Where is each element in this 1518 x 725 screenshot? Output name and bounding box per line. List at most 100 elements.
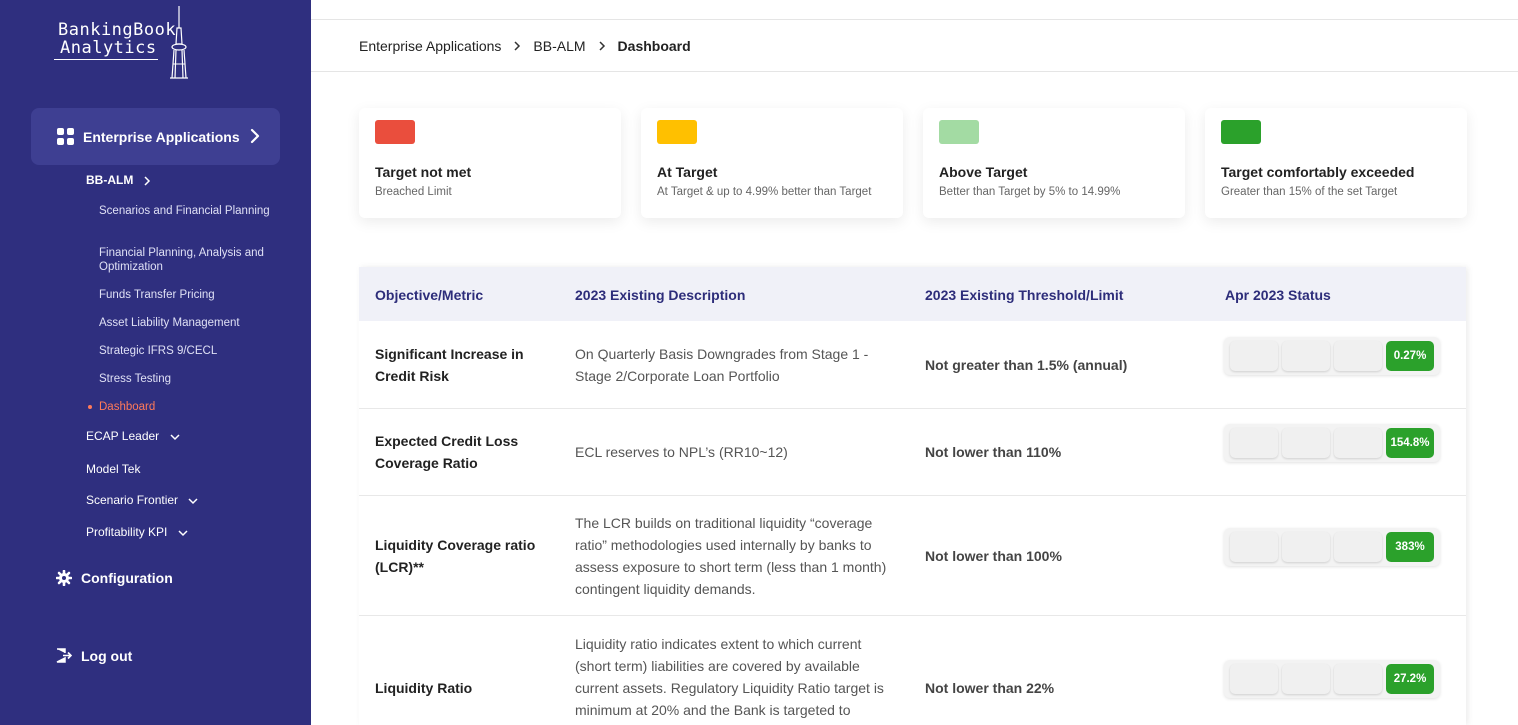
nav-modeltek[interactable]: Model Tek bbox=[86, 462, 141, 476]
cell-threshold: Not greater than 1.5% (annual) bbox=[925, 357, 1128, 373]
status-segment bbox=[1334, 532, 1382, 562]
breadcrumb-enterprise[interactable]: Enterprise Applications bbox=[359, 38, 502, 54]
status-value: 27.2% bbox=[1386, 664, 1434, 694]
active-dot-icon bbox=[88, 405, 92, 409]
sub-ifrs9[interactable]: Strategic IFRS 9/CECL bbox=[99, 345, 218, 357]
status-segment bbox=[1334, 664, 1382, 694]
status-segment bbox=[1282, 341, 1330, 371]
legend-card-exceeded: Target comfortably exceeded Greater than… bbox=[1205, 108, 1467, 218]
nav-logout-label: Log out bbox=[81, 647, 133, 664]
chevron-right-icon bbox=[250, 128, 260, 144]
cell-metric: Significant Increase in Credit Risk bbox=[375, 346, 524, 384]
chevron-down-icon bbox=[178, 530, 188, 536]
nav-kpi-label: Profitability KPI bbox=[86, 525, 168, 539]
sidebar: BankingBook Analytics Enterprise Applica… bbox=[0, 0, 311, 725]
table-row: Liquidity Coverage ratio (LCR)** The LCR… bbox=[359, 496, 1466, 616]
cell-threshold: Not lower than 22% bbox=[925, 680, 1055, 696]
legend-title: Target comfortably exceeded bbox=[1221, 164, 1415, 180]
breadcrumb: Enterprise Applications BB-ALM Dashboard bbox=[359, 38, 691, 54]
logo-underline bbox=[54, 59, 158, 60]
nav-bbalm[interactable]: BB-ALM bbox=[86, 173, 151, 187]
legend-desc: Better than Target by 5% to 14.99% bbox=[939, 186, 1121, 198]
header-status: Apr 2023 Status bbox=[1225, 287, 1331, 303]
cell-metric: Liquidity Ratio bbox=[375, 680, 473, 696]
nav-ecap[interactable]: ECAP Leader bbox=[86, 429, 181, 443]
logo-line2: Analytics bbox=[60, 38, 157, 58]
status-indicator: 383% bbox=[1224, 528, 1440, 566]
legend-swatch bbox=[657, 120, 697, 144]
status-value: 154.8% bbox=[1386, 428, 1434, 458]
logo[interactable]: BankingBook Analytics bbox=[54, 6, 194, 80]
header-threshold: 2023 Existing Threshold/Limit bbox=[925, 287, 1124, 303]
cell-description: On Quarterly Basis Downgrades from Stage… bbox=[575, 346, 869, 384]
nav-logout[interactable]: Log out bbox=[55, 647, 132, 664]
tower-icon bbox=[170, 6, 188, 79]
top-bar bbox=[311, 0, 1518, 20]
nav-configuration[interactable]: Configuration bbox=[56, 570, 173, 586]
cell-threshold: Not lower than 100% bbox=[925, 548, 1062, 564]
gear-icon bbox=[56, 570, 72, 586]
nav-bbalm-label: BB-ALM bbox=[86, 173, 134, 187]
chevron-right-icon bbox=[599, 41, 605, 51]
nav-profitability-kpi[interactable]: Profitability KPI bbox=[86, 525, 189, 539]
status-segment bbox=[1230, 532, 1278, 562]
nav-ecap-label: ECAP Leader bbox=[86, 429, 160, 443]
table-header: Objective/Metric 2023 Existing Descripti… bbox=[359, 267, 1466, 321]
sub-alm[interactable]: Asset Liability Management bbox=[99, 317, 240, 329]
status-segment bbox=[1230, 341, 1278, 371]
status-value: 383% bbox=[1386, 532, 1434, 562]
table-row: Liquidity Ratio Liquidity ratio indicate… bbox=[359, 616, 1466, 725]
cell-description: Liquidity ratio indicates extent to whic… bbox=[575, 636, 884, 718]
chevron-down-icon bbox=[188, 498, 198, 504]
cell-threshold: Not lower than 110% bbox=[925, 444, 1062, 460]
status-segment bbox=[1282, 532, 1330, 562]
legend-desc: Breached Limit bbox=[375, 186, 452, 198]
status-segment bbox=[1282, 664, 1330, 694]
status-segment bbox=[1230, 428, 1278, 458]
status-indicator: 0.27% bbox=[1224, 337, 1440, 375]
metrics-table: Objective/Metric 2023 Existing Descripti… bbox=[359, 267, 1466, 725]
legend-title: At Target bbox=[657, 164, 718, 180]
status-indicator: 154.8% bbox=[1224, 424, 1440, 462]
cell-metric: Expected Credit Loss Coverage Ratio bbox=[375, 433, 519, 471]
legend-desc: At Target & up to 4.99% better than Targ… bbox=[657, 186, 872, 198]
legend-title: Target not met bbox=[375, 164, 472, 180]
legend-title: Above Target bbox=[939, 164, 1028, 180]
header-description: 2023 Existing Description bbox=[575, 287, 746, 303]
legend-swatch bbox=[1221, 120, 1261, 144]
legend-swatch bbox=[939, 120, 979, 144]
nav-enterprise-applications[interactable]: Enterprise Applications bbox=[31, 108, 280, 165]
legend-card-above-target: Above Target Better than Target by 5% to… bbox=[923, 108, 1185, 218]
grid-icon bbox=[57, 128, 74, 145]
cell-description: ECL reserves to NPL’s (RR10~12) bbox=[575, 444, 788, 460]
divider bbox=[311, 71, 1518, 72]
legend-swatch bbox=[375, 120, 415, 144]
logout-icon bbox=[56, 648, 72, 663]
nav-scenario-frontier[interactable]: Scenario Frontier bbox=[86, 493, 199, 507]
status-segment bbox=[1334, 341, 1382, 371]
sub-stress-testing[interactable]: Stress Testing bbox=[99, 373, 172, 385]
chevron-down-icon bbox=[169, 434, 180, 440]
breadcrumb-bbalm[interactable]: BB-ALM bbox=[533, 38, 586, 54]
breadcrumb-dashboard: Dashboard bbox=[617, 38, 691, 54]
status-segment bbox=[1282, 428, 1330, 458]
sub-dashboard[interactable]: Dashboard bbox=[99, 401, 156, 413]
cell-description: The LCR builds on traditional liquidity … bbox=[575, 515, 887, 597]
nav-frontier-label: Scenario Frontier bbox=[86, 493, 179, 507]
chevron-right-icon bbox=[144, 176, 150, 186]
cell-metric: Liquidity Coverage ratio (LCR)** bbox=[375, 537, 536, 575]
legend-card-not-met: Target not met Breached Limit bbox=[359, 108, 621, 218]
sub-scenarios[interactable]: Scenarios and Financial Planning bbox=[99, 205, 270, 217]
status-indicator: 27.2% bbox=[1224, 660, 1440, 698]
status-segment bbox=[1230, 664, 1278, 694]
nav-configuration-label: Configuration bbox=[81, 570, 173, 586]
table-row: Significant Increase in Credit Risk On Q… bbox=[359, 321, 1466, 409]
sub-funds-transfer[interactable]: Funds Transfer Pricing bbox=[99, 289, 215, 301]
chevron-right-icon bbox=[514, 41, 521, 51]
nav-enterprise-label: Enterprise Applications bbox=[83, 128, 240, 145]
header-metric: Objective/Metric bbox=[375, 287, 484, 303]
status-value: 0.27% bbox=[1386, 341, 1434, 371]
sub-financial-planning[interactable]: Financial Planning, Analysis and Optimiz… bbox=[99, 247, 264, 273]
status-segment bbox=[1334, 428, 1382, 458]
legend-card-at-target: At Target At Target & up to 4.99% better… bbox=[641, 108, 903, 218]
